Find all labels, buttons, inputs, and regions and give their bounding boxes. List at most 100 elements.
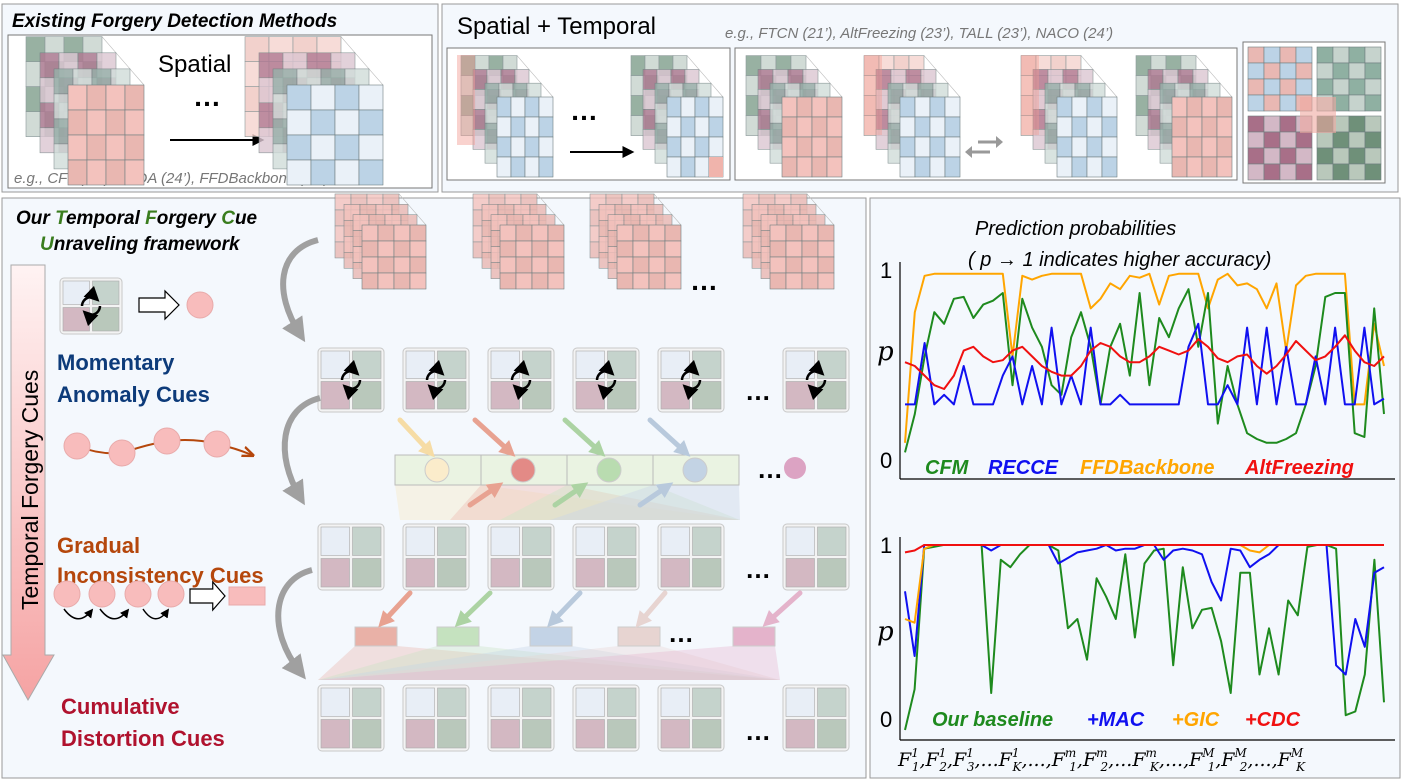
grid-cell [708,116,724,138]
colored-arrow [639,590,668,623]
grid-cell [286,134,312,161]
tile-quadrant [437,350,467,379]
x-tick-sup: M [1201,746,1215,760]
spatial-temporal-title: Spatial + Temporal [457,13,656,40]
grid-cell [811,156,828,178]
grid-cell [914,136,931,158]
rotate-arc [342,379,362,401]
grid-cell [1056,156,1073,178]
tile-quadrant [405,719,435,749]
grid-cell [524,156,540,178]
grid-cell [515,272,533,290]
x-tick-base: F [1131,749,1146,771]
tile-quadrant [575,558,605,588]
rotate-arc [807,379,827,401]
grid-cell [1086,116,1103,138]
rotate-arc [510,359,530,381]
grid-cell [1086,136,1103,158]
grid-cell [826,136,843,158]
grid-cell [409,240,427,258]
x-tick-sup: m [1146,746,1157,760]
grid-cell [286,84,312,111]
cue-circle [153,427,181,455]
frame-tile [782,347,850,413]
grid-cell [547,256,565,274]
series-line-altfreezing [904,334,1385,390]
colored-arrow [472,417,511,453]
tile-quadrant [405,558,435,588]
depth-edge [554,214,565,226]
existing-methods-title: Existing Forgery Detection Methods [12,11,337,32]
tile-quadrant [352,350,382,379]
cumulative-feature [228,586,266,606]
x-tick-base: F [1277,749,1292,771]
grid-cell [377,240,395,258]
grid-cell [1364,78,1382,96]
tile-quadrant [62,307,90,332]
grid-cell [781,96,798,118]
x-tick-base: F [952,749,967,771]
frame-tile [782,523,850,591]
depth-edge [698,69,712,84]
grid-cell [664,256,682,274]
front-frame [499,224,565,290]
framework-title-line2: Unraveling framework [40,234,241,255]
x-tick-sup: 1 [939,746,947,760]
x-tick-sub: K [1149,760,1160,774]
tile-quadrant [692,350,722,379]
grid-cell [929,116,946,138]
grid-cell [817,224,835,242]
x-tick-sep: , [1272,749,1278,771]
grid-cell [1101,96,1118,118]
ellipsis: … [668,618,694,648]
grid-cell [914,96,931,118]
depth-edge [368,68,384,86]
grid-cell [1348,147,1366,165]
front-frame [769,224,835,290]
grid-cell [1316,78,1334,96]
grid-cell [361,272,379,290]
tile-quadrant [575,526,605,556]
depth-edge [540,83,554,98]
x-tick-sep: , [919,749,925,771]
grid-cell [1364,163,1382,181]
grid-cell [1071,136,1088,158]
tile-quadrant [405,526,435,556]
series-line-ffdbackbone [904,272,1385,443]
panel-prediction-charts [869,197,1401,779]
legend-entry: RECCE [988,457,1059,479]
grid-cell [499,240,517,258]
cue-label-line2: Inconsistency Cues [57,563,264,588]
line-chart-1: Prediction probabilities ( p → 1 indicate… [877,218,1395,480]
x-axis-tick-labels: F1 1,F1 2,F1 3,...F1 K,...,Fm 1,Fm 2,...Fm K,..… [897,746,1306,774]
arrowhead [378,610,395,628]
x-tick-sep: , [1159,749,1165,771]
grid-cell [648,240,666,258]
tile-quadrant [437,526,467,556]
arrowhead [762,610,780,627]
grid-cell [1101,136,1118,158]
x-tick-base: F [897,749,912,771]
grid-cell [781,156,798,178]
grid-cell [1316,62,1334,80]
series-line-recce [905,322,1385,406]
cue-node [784,457,806,479]
grid-cell [1186,96,1203,118]
grid-cell [124,109,145,136]
legend-entry: +MAC [1087,709,1145,731]
colored-arrow [562,417,601,453]
x-tick-sub: 1 [1069,760,1077,774]
temporal-overlay [1021,55,1039,135]
x-tick-sup: M [1233,746,1247,760]
chart-subtitle: ( p → 1 indicates higher accuracy) [968,249,1271,271]
cue-circle [186,291,214,319]
grid-cell [1279,147,1297,165]
legend-entry: Our baseline [932,709,1053,731]
grid-cell [67,134,88,161]
y-tick-label: 0 [880,448,892,473]
grid-cell [785,240,803,258]
x-tick-sup: m [1096,746,1107,760]
front-frame [899,96,961,178]
series-line-cfm [904,288,1385,453]
legend-entry: AltFreezing [1244,457,1354,479]
